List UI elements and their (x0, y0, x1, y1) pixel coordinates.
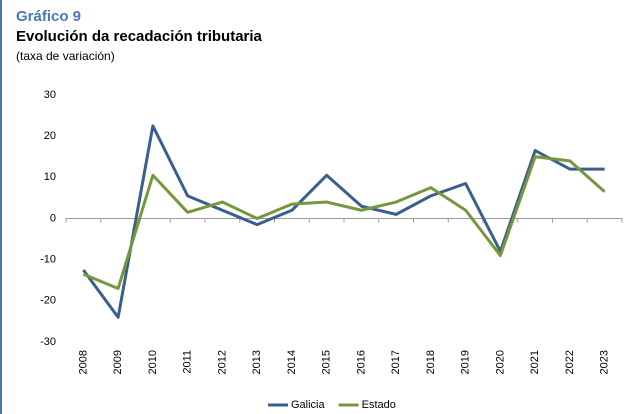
x-tick-label: 2020 (494, 350, 506, 374)
y-tick-label: -10 (40, 254, 56, 266)
chart-subtitle: (taxa de variación) (16, 49, 115, 63)
y-tick-label: 10 (44, 171, 56, 183)
x-tick-label: 2012 (216, 350, 228, 374)
figure-label: Gráfico 9 (16, 8, 81, 25)
x-tick-label: 2019 (460, 350, 472, 374)
x-tick-label: 2023 (599, 350, 611, 374)
x-tick-label: 2014 (286, 350, 298, 374)
y-tick-label: 30 (44, 89, 56, 101)
x-tick-label: 2008 (77, 350, 89, 374)
x-tick-label: 2010 (147, 350, 159, 374)
x-tick-label: 2009 (112, 350, 124, 374)
chart-title: Evolución da recadación tributaria (16, 28, 263, 45)
x-tick-label: 2011 (182, 350, 194, 374)
legend-label: Estado (362, 399, 396, 411)
y-tick-label: 0 (50, 212, 56, 224)
legend-label: Galicia (291, 399, 326, 411)
x-tick-label: 2016 (355, 350, 367, 374)
y-tick-label: -30 (40, 336, 56, 348)
y-tick-label: 20 (44, 130, 56, 142)
series-line (82, 124, 605, 319)
x-tick-label: 2015 (321, 350, 333, 374)
y-tick-label: -20 (40, 295, 56, 307)
x-tick-label: 2018 (425, 350, 437, 374)
x-tick-label: 2022 (564, 350, 576, 374)
x-tick-label: 2017 (390, 350, 402, 374)
x-tick-label: 2013 (251, 350, 263, 374)
series-line (82, 155, 606, 290)
x-tick-label: 2021 (529, 350, 541, 374)
